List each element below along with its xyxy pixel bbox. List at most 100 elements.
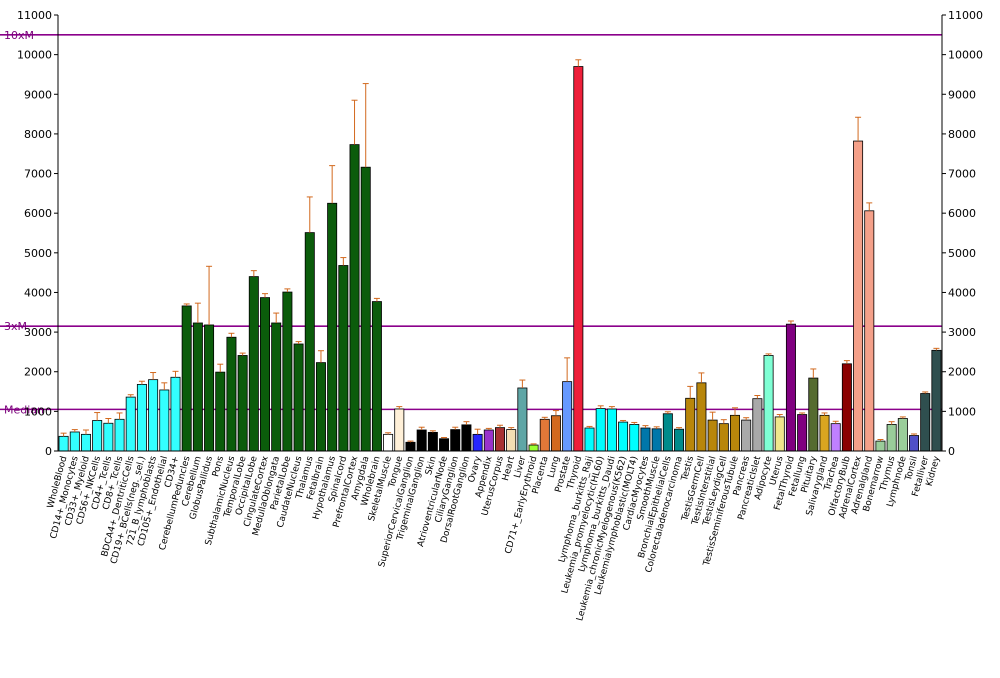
axes-layer: 0 0 1000 1000 2000 2000 3000 3000 4000 4000 5000 50… <box>17 9 983 458</box>
bar-19 <box>271 322 282 452</box>
bar-38 <box>483 429 494 452</box>
bar-68 <box>819 414 830 452</box>
y-tick-label-right-9: 9000 <box>948 88 976 101</box>
bar-17 <box>248 276 259 452</box>
bar-11 <box>181 305 192 452</box>
bar-8 <box>148 379 159 452</box>
y-tick-label-right-1: 1000 <box>948 405 976 418</box>
bar-6 <box>125 396 136 452</box>
bar-66 <box>797 414 808 452</box>
error-bars-layer <box>60 59 940 446</box>
bar-13 <box>204 324 215 452</box>
bar-2 <box>80 433 91 452</box>
bar-64 <box>774 416 785 452</box>
bar-60 <box>729 414 740 452</box>
bar-52 <box>640 427 651 452</box>
bar-59 <box>718 423 729 452</box>
reference-lines: 10xM 3xM Median <box>0 29 942 416</box>
y-tick-label-right-7: 7000 <box>948 168 976 181</box>
bar-5 <box>114 418 125 452</box>
bar-9 <box>159 389 170 452</box>
y-tick-label-right-0: 0 <box>948 445 955 458</box>
bar-21 <box>293 343 304 452</box>
bar-53 <box>651 428 662 452</box>
bar-34 <box>439 438 450 452</box>
bar-36 <box>461 424 472 452</box>
reference-label-2: Median <box>4 403 44 416</box>
bar-37 <box>472 433 483 452</box>
bar-23 <box>315 362 326 452</box>
bar-28 <box>371 301 382 452</box>
bar-70 <box>841 363 852 452</box>
bar-29 <box>383 433 394 452</box>
bar-18 <box>260 297 271 452</box>
bar-46 <box>573 66 584 452</box>
bar-45 <box>562 381 573 452</box>
bar-48 <box>595 408 606 452</box>
bar-65 <box>785 323 796 452</box>
bar-57 <box>696 382 707 452</box>
bar-39 <box>495 427 505 452</box>
bar-78 <box>931 349 942 452</box>
bar-40 <box>506 429 517 452</box>
bar-16 <box>237 355 248 452</box>
y-tick-label-right-11: 11000 <box>948 9 983 22</box>
bar-50 <box>618 421 629 452</box>
y-tick-label-left-2: 2000 <box>24 366 52 379</box>
y-tick-label-left-8: 8000 <box>24 128 52 141</box>
y-tick-label-left-1: 1000 <box>24 405 52 418</box>
bar-22 <box>304 232 315 452</box>
bar-24 <box>327 202 338 452</box>
y-tick-label-right-8: 8000 <box>948 128 976 141</box>
bar-43 <box>539 418 550 452</box>
y-tick-label-right-4: 4000 <box>948 286 976 299</box>
reference-label-0: 10xM <box>4 29 34 42</box>
y-tick-label-right-10: 10000 <box>948 49 983 62</box>
y-tick-label-left-10: 10000 <box>17 49 52 62</box>
y-tick-label-right-6: 6000 <box>948 207 976 220</box>
bar-25 <box>338 265 349 452</box>
y-tick-label-left-4: 4000 <box>24 286 52 299</box>
y-tick-label-left-6: 6000 <box>24 207 52 220</box>
bar-12 <box>192 322 203 452</box>
bar-67 <box>808 377 819 452</box>
bar-51 <box>629 424 640 452</box>
bars-layer <box>58 66 942 452</box>
bar-49 <box>606 408 617 452</box>
bar-72 <box>864 210 875 452</box>
bar-61 <box>741 419 752 452</box>
bar-30 <box>394 408 405 452</box>
bar-69 <box>830 423 841 452</box>
y-tick-label-right-3: 3000 <box>948 326 976 339</box>
bar-4 <box>103 422 114 452</box>
bar-20 <box>282 291 293 452</box>
y-tick-label-left-9: 9000 <box>24 88 52 101</box>
bar-54 <box>662 413 673 452</box>
bar-14 <box>215 371 226 452</box>
bar-41 <box>517 387 528 452</box>
bar-26 <box>349 144 360 452</box>
bar-7 <box>136 384 147 452</box>
bar-62 <box>752 398 763 452</box>
category-labels: WholeBloodCD14+_MonocytesCD33+_MyeloidCD… <box>46 455 943 623</box>
bar-75 <box>897 418 908 452</box>
bar-3 <box>92 420 103 452</box>
y-tick-label-left-7: 7000 <box>24 168 52 181</box>
y-tick-label-right-2: 2000 <box>948 366 976 379</box>
bar-15 <box>226 336 237 452</box>
bar-55 <box>674 428 685 452</box>
bar-35 <box>450 429 461 452</box>
y-tick-label-left-11: 11000 <box>17 9 52 22</box>
bar-74 <box>886 424 897 452</box>
bar-47 <box>584 427 595 452</box>
y-tick-label-left-5: 5000 <box>24 247 52 260</box>
bar-1 <box>69 431 80 452</box>
bar-10 <box>170 376 181 452</box>
bar-63 <box>763 355 774 452</box>
bar-33 <box>427 431 438 452</box>
bar-73 <box>875 440 886 452</box>
bar-56 <box>685 397 696 452</box>
bar-32 <box>416 429 427 452</box>
bar-58 <box>707 419 718 452</box>
